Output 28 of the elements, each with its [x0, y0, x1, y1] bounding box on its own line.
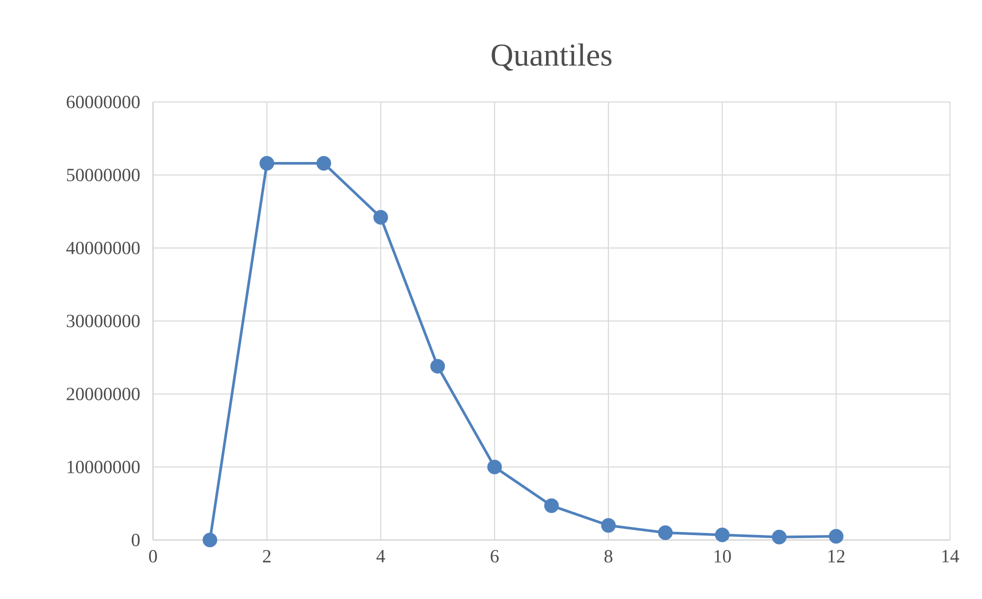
x-tick-label: 12: [828, 550, 844, 562]
x-tick-label: 14: [942, 550, 960, 562]
point: [202, 532, 218, 548]
point: [430, 358, 445, 374]
y-tick-label: 50000000: [67, 168, 140, 182]
point: [487, 460, 502, 474]
point: [658, 525, 673, 540]
point: [316, 156, 332, 171]
x-tick-label: 0: [149, 550, 157, 563]
x-tick-label: 2: [263, 550, 270, 562]
x-tick-label: 10: [714, 550, 731, 563]
x-tick-label: 8: [604, 550, 612, 563]
point: [772, 530, 787, 544]
y-tick-label: 30000000: [66, 314, 140, 328]
x-tick-label: 4: [376, 550, 386, 562]
point: [260, 156, 274, 171]
point: [601, 518, 616, 533]
x-tick-label: 6: [490, 550, 499, 563]
point: [373, 210, 388, 225]
point: [714, 528, 730, 542]
y-tick-label: 10000000: [68, 460, 140, 474]
chart-title: Quantiles: [492, 43, 612, 71]
y-tick-label: 0: [132, 534, 140, 546]
y-tick-label: 60000000: [66, 96, 140, 108]
y-tick-label: 20000000: [66, 388, 140, 400]
point: [544, 498, 559, 513]
y-tick-label: 40000000: [66, 242, 140, 254]
point: [828, 529, 844, 544]
